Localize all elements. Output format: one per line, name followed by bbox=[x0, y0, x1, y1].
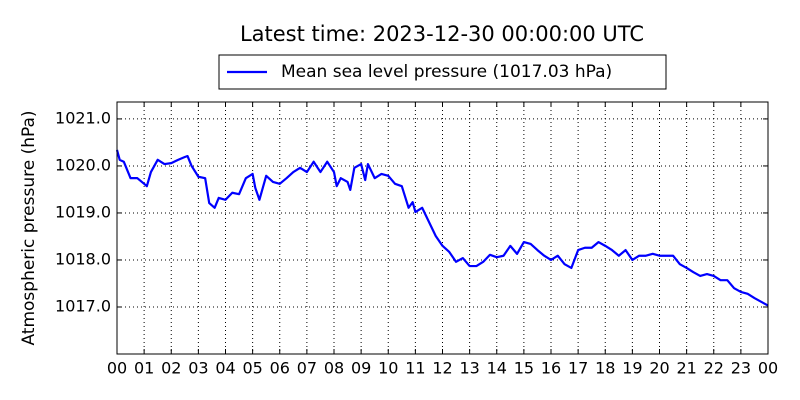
x-tick-label: 16 bbox=[541, 359, 561, 378]
x-tick-label: 11 bbox=[405, 359, 425, 378]
chart-title: Latest time: 2023-12-30 00:00:00 UTC bbox=[240, 22, 644, 46]
x-tick-label: 13 bbox=[459, 359, 479, 378]
y-tick-label: 1018.0 bbox=[55, 249, 111, 268]
x-tick-label: 07 bbox=[297, 359, 317, 378]
x-tick-label: 00 bbox=[107, 359, 127, 378]
data-line bbox=[115, 149, 769, 307]
x-tick-label: 21 bbox=[676, 359, 696, 378]
x-tick-label: 14 bbox=[487, 359, 507, 378]
x-tick-label: 00 bbox=[758, 359, 778, 378]
y-tick-label: 1021.0 bbox=[55, 108, 111, 127]
x-tick-label: 01 bbox=[134, 359, 154, 378]
legend-box bbox=[218, 54, 667, 90]
x-tick-label: 17 bbox=[568, 359, 588, 378]
x-tick-label: 05 bbox=[242, 359, 262, 378]
legend-label: Mean sea level pressure (1017.03 hPa) bbox=[281, 62, 612, 82]
x-tick-label: 23 bbox=[731, 359, 751, 378]
x-tick-label: 04 bbox=[215, 359, 235, 378]
x-tick-label: 12 bbox=[432, 359, 452, 378]
x-tick-label: 15 bbox=[514, 359, 534, 378]
x-tick-label: 10 bbox=[378, 359, 398, 378]
x-tick-label: 08 bbox=[324, 359, 344, 378]
y-axis-label: Atmospheric pressure (hPa) bbox=[19, 110, 39, 345]
y-tick-label: 1017.0 bbox=[55, 296, 111, 315]
legend: Mean sea level pressure (1017.03 hPa) bbox=[218, 54, 667, 90]
x-tick-label: 18 bbox=[595, 359, 615, 378]
x-tick-label: 03 bbox=[188, 359, 208, 378]
x-tick-label: 02 bbox=[161, 359, 181, 378]
x-tick-label: 22 bbox=[704, 359, 724, 378]
plot-frame bbox=[116, 101, 769, 355]
x-tick-label: 19 bbox=[622, 359, 642, 378]
y-tick-label: 1019.0 bbox=[55, 202, 111, 221]
y-tick-label: 1020.0 bbox=[55, 155, 111, 174]
x-tick-label: 20 bbox=[649, 359, 669, 378]
x-tick-label: 06 bbox=[270, 359, 290, 378]
x-tick-label: 09 bbox=[351, 359, 371, 378]
